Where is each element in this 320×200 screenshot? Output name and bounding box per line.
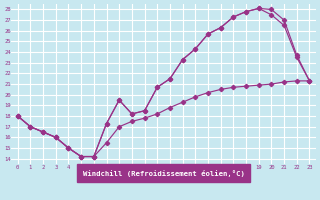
X-axis label: Windchill (Refroidissement éolien,°C): Windchill (Refroidissement éolien,°C) [83, 170, 244, 177]
